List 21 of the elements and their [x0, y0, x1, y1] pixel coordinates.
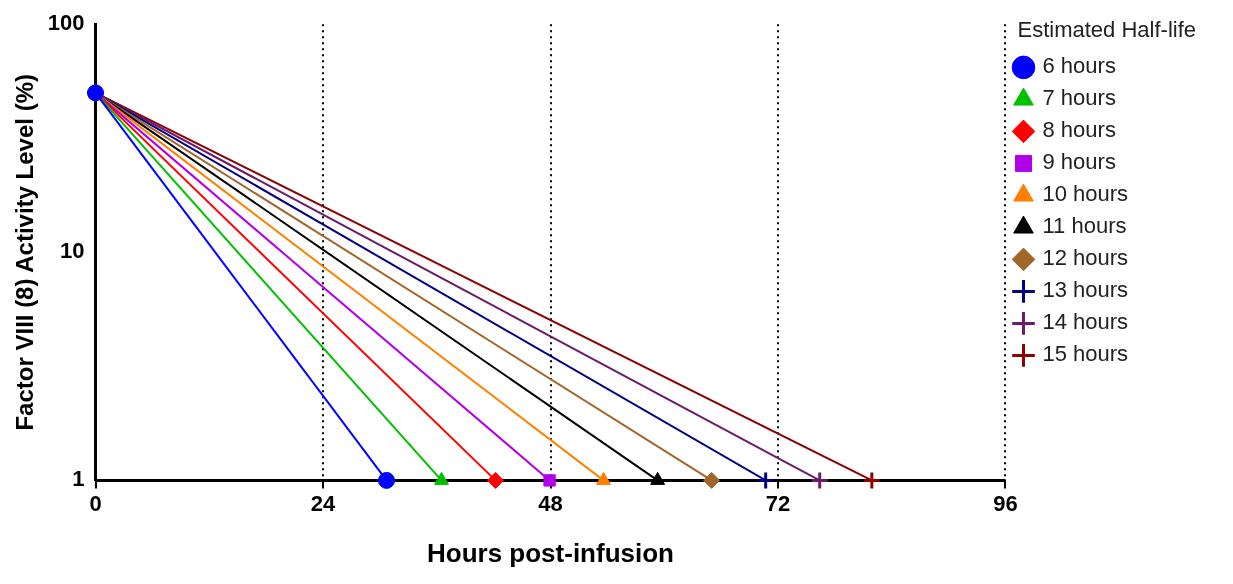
x-tick-label: 0 [89, 490, 102, 516]
x-tick-label: 96 [993, 490, 1018, 516]
legend-label: 7 hours [1042, 85, 1116, 111]
legend-label: 15 hours [1042, 341, 1129, 367]
y-tick-label: 1 [72, 466, 85, 492]
x-axis-title: Hours post-infusion [427, 537, 674, 568]
y-tick-label: 10 [60, 238, 85, 264]
legend-label: 13 hours [1042, 277, 1129, 303]
legend-label: 14 hours [1042, 309, 1129, 335]
legend-label: 9 hours [1042, 149, 1116, 175]
x-tick-label: 48 [538, 490, 563, 516]
legend-label: 11 hours [1042, 213, 1127, 239]
x-tick-label: 72 [765, 490, 791, 516]
y-axis-title: Factor VIII (8) Activity Level (%) [11, 74, 39, 431]
legend-label: 10 hours [1042, 181, 1129, 207]
legend-label: 8 hours [1042, 117, 1116, 143]
x-tick-label: 24 [310, 490, 336, 516]
y-tick-label: 100 [47, 10, 85, 36]
legend-title: Estimated Half-life [1017, 17, 1197, 43]
legend-label: 6 hours [1042, 53, 1116, 79]
legend-label: 12 hours [1042, 245, 1129, 271]
